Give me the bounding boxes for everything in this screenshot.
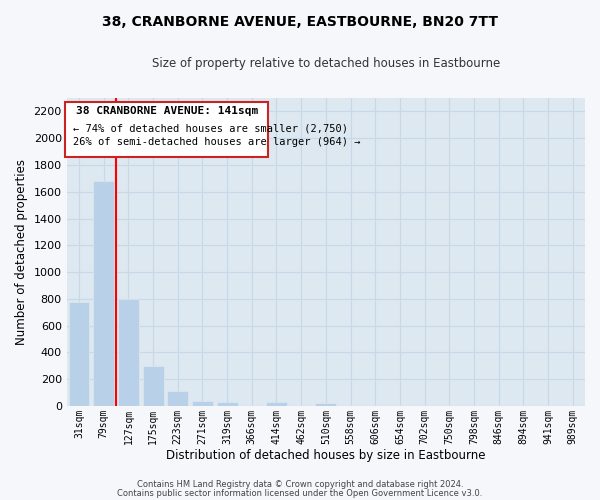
- Bar: [217, 402, 238, 406]
- Text: ← 74% of detached houses are smaller (2,750): ← 74% of detached houses are smaller (2,…: [73, 123, 348, 133]
- Text: 38, CRANBORNE AVENUE, EASTBOURNE, BN20 7TT: 38, CRANBORNE AVENUE, EASTBOURNE, BN20 7…: [102, 15, 498, 29]
- Bar: [192, 401, 213, 406]
- X-axis label: Distribution of detached houses by size in Eastbourne: Distribution of detached houses by size …: [166, 450, 485, 462]
- Text: 26% of semi-detached houses are larger (964) →: 26% of semi-detached houses are larger (…: [73, 138, 361, 147]
- Title: Size of property relative to detached houses in Eastbourne: Size of property relative to detached ho…: [152, 58, 500, 70]
- Y-axis label: Number of detached properties: Number of detached properties: [15, 159, 28, 345]
- Bar: [118, 299, 139, 406]
- Bar: [93, 181, 114, 406]
- Text: 38 CRANBORNE AVENUE: 141sqm: 38 CRANBORNE AVENUE: 141sqm: [76, 106, 258, 117]
- Text: Contains HM Land Registry data © Crown copyright and database right 2024.: Contains HM Land Registry data © Crown c…: [137, 480, 463, 489]
- Bar: [68, 302, 89, 406]
- Text: Contains public sector information licensed under the Open Government Licence v3: Contains public sector information licen…: [118, 488, 482, 498]
- FancyBboxPatch shape: [65, 102, 268, 157]
- Bar: [316, 403, 337, 406]
- Bar: [266, 402, 287, 406]
- Bar: [167, 391, 188, 406]
- Bar: [143, 366, 164, 406]
